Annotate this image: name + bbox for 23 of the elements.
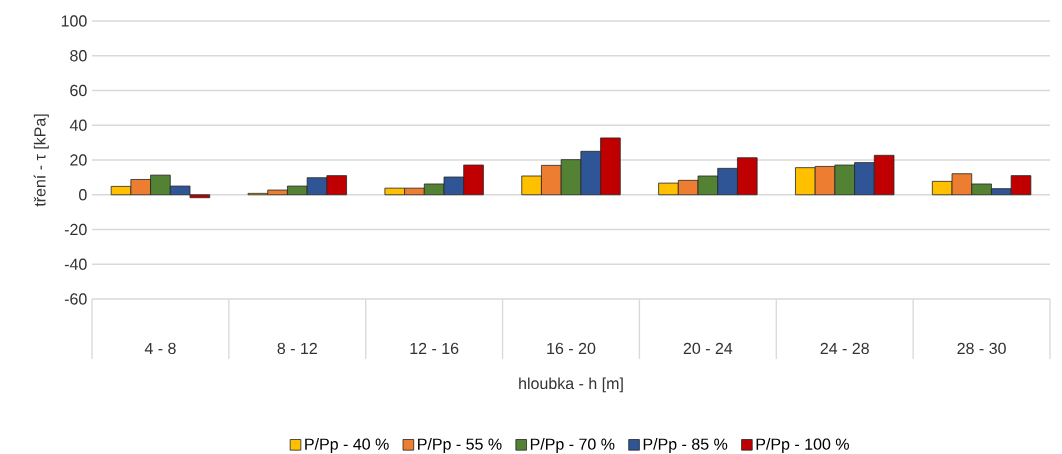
y-tick-label: 60: [70, 84, 87, 97]
legend-label: P/Pp - 85 %: [643, 438, 728, 453]
y-tick-label: -20: [64, 223, 87, 236]
x-tick-label: 28 - 30: [957, 342, 1006, 355]
y-tick-label: -40: [64, 258, 87, 270]
y-tick-label: 40: [69, 119, 87, 131]
y-axis-title: tření - τ [kPa]: [33, 114, 49, 207]
x-tick-label: 16 - 20: [547, 342, 596, 355]
y-tick-label: 80: [70, 50, 87, 62]
y-tick-label: 100: [61, 15, 87, 27]
x-tick-label: 4 - 8: [144, 342, 176, 355]
x-tick-label: 20 - 24: [683, 342, 733, 355]
x-tick-label: 8 - 12: [277, 342, 317, 355]
y-tick-label: 20: [70, 154, 87, 166]
x-axis-title: hloubka - h [m]: [519, 377, 623, 393]
legend-label: P/Pp - 70 %: [530, 438, 615, 453]
x-tick-label: 12 - 16: [410, 342, 459, 355]
legend-label: P/Pp - 100 %: [756, 438, 849, 453]
legend-label: P/Pp - 40 %: [305, 438, 389, 453]
legend-label: P/Pp - 55 %: [418, 438, 502, 453]
y-tick-label: 0: [79, 189, 87, 201]
y-tick-label: -60: [64, 293, 87, 305]
x-tick-label: 24 - 28: [820, 342, 869, 355]
